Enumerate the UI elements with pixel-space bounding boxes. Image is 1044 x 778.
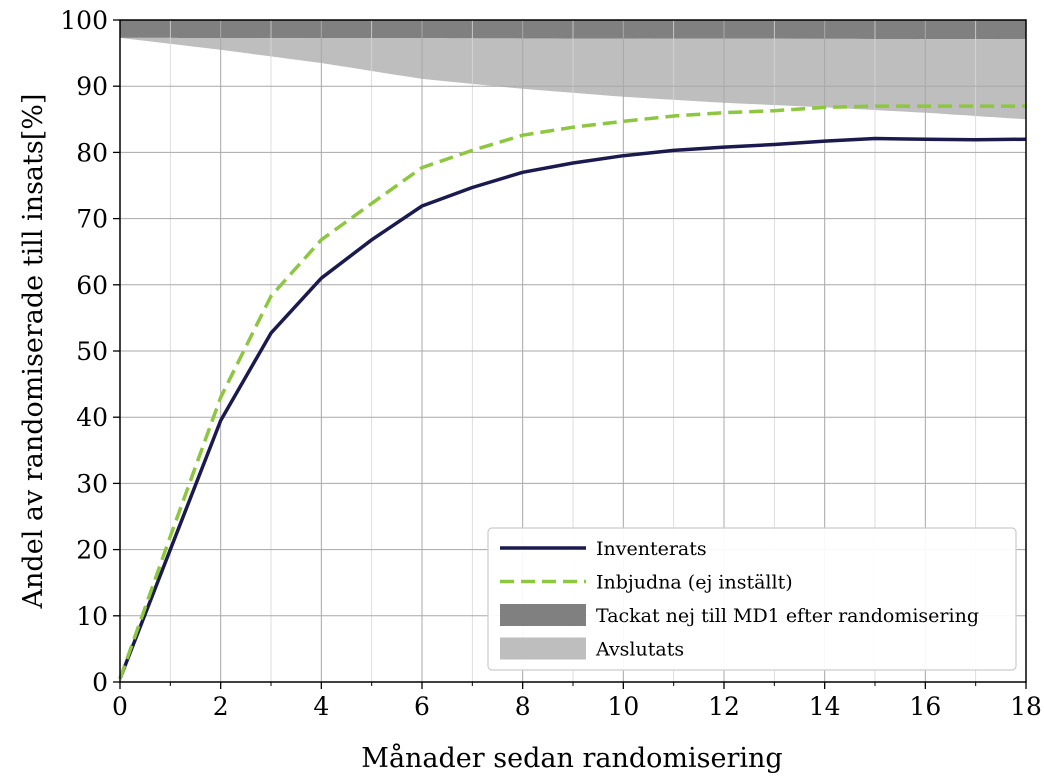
y-tick-label: 30 [76,469,108,498]
legend-label: Inventerats [596,538,707,560]
y-tick-label: 80 [76,138,108,167]
y-tick-label: 60 [76,271,108,300]
x-tick-label: 2 [213,692,229,721]
x-tick-label: 14 [809,692,841,721]
legend-swatch [500,604,586,626]
legend-label: Inbjudna (ej inställt) [596,572,793,594]
x-tick-label: 8 [515,692,531,721]
y-tick-label: 10 [76,602,108,631]
legend-label: Tackat nej till MD1 efter randomisering [596,605,979,627]
x-tick-label: 12 [708,692,740,721]
legend-swatch [500,637,586,660]
y-tick-label: 70 [76,205,108,234]
ticks-layer: 0 2 4 6 8 10 12 14 16 18 0 10 20 30 40 50 60 70 80 90 100 [60,6,1042,721]
y-tick-label: 90 [76,72,108,101]
y-tick-label: 100 [60,6,108,35]
y-tick-label: 0 [92,668,108,697]
legend-box [487,527,1017,671]
series-layer [118,104,1027,680]
y-tick-label: 50 [76,337,108,366]
legend: Inventerats Inbjudna (ej inställt) Tackat … [487,527,1017,671]
x-tick-label: 6 [414,692,430,721]
x-axis-label: Månader sedan randomisering [361,742,782,774]
x-tick-label: 4 [313,692,329,721]
x-tick-label: 16 [909,692,941,721]
series-line-1 [118,136,1027,680]
series-line-2 [118,104,1026,680]
y-axis-label: Andel av randomiserade till insats[%] [18,94,49,610]
y-tick-label: 20 [76,536,108,565]
x-tick-label: 10 [607,692,639,721]
x-tick-label: 0 [112,692,128,721]
legend-label: Avslutats [595,639,684,661]
x-tick-label: 18 [1010,692,1042,721]
y-tick-label: 40 [76,403,108,432]
